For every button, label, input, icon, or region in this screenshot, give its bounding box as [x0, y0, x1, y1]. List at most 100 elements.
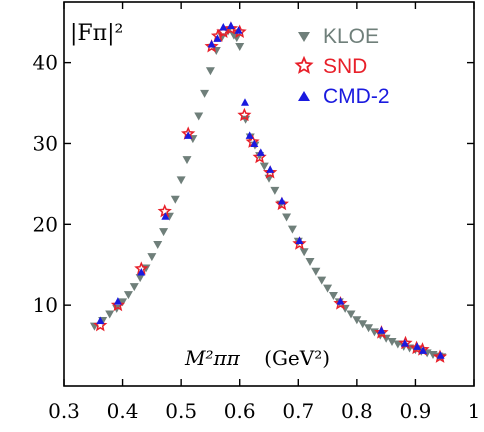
x-tick-label: 0.8	[341, 399, 373, 423]
data-point	[105, 310, 115, 319]
x-tick-label: 0.3	[48, 399, 80, 423]
data-point	[419, 346, 428, 354]
x-tick-label: 1	[468, 399, 481, 423]
legend: KLOE SND CMD-2	[294, 25, 390, 108]
series-kloe	[89, 27, 447, 362]
data-point	[204, 39, 219, 53]
data-point	[182, 156, 192, 165]
data-point	[232, 24, 247, 39]
data-point	[93, 317, 108, 332]
y-tick-label: 20	[33, 212, 58, 236]
data-point	[240, 98, 249, 106]
data-point	[323, 284, 333, 293]
data-point	[200, 89, 210, 98]
data-point	[237, 107, 252, 122]
x-axis-label-unit: (GeV²)	[264, 346, 330, 370]
data-point	[232, 34, 242, 43]
data-point	[413, 342, 422, 350]
data-point	[161, 212, 170, 220]
data-point	[270, 186, 280, 195]
data-point	[432, 349, 448, 363]
data-point	[262, 165, 278, 179]
data-point	[153, 241, 163, 250]
data-point	[295, 236, 304, 244]
data-point	[317, 276, 327, 285]
data-point	[259, 162, 269, 171]
legend-marker-cmd2	[298, 91, 310, 101]
data-point	[346, 310, 356, 319]
legend-marker-kloe	[298, 32, 310, 42]
data-point	[305, 258, 315, 267]
y-tick-label: 30	[33, 131, 58, 155]
data-point	[113, 297, 122, 305]
plot-area	[89, 21, 448, 363]
x-tick-label: 0.9	[400, 399, 432, 423]
plot-frame	[63, 1, 475, 387]
data-point	[147, 253, 157, 262]
x-axis-label-main: M²ππ	[184, 346, 241, 370]
data-point	[194, 112, 204, 121]
data-point	[374, 325, 389, 339]
data-point	[96, 316, 105, 325]
data-point	[299, 248, 309, 257]
data-point	[110, 297, 126, 312]
data-point	[137, 268, 146, 276]
data-point	[328, 291, 338, 300]
legend-item-snd: SND	[294, 55, 367, 78]
x-tick-label: 0.6	[224, 399, 256, 423]
data-point	[219, 23, 228, 31]
legend-label-kloe: KLOE	[323, 25, 379, 48]
series-snd	[93, 21, 448, 363]
data-point	[393, 340, 403, 349]
data-point	[436, 351, 445, 359]
x-tick-label: 0.4	[107, 399, 139, 423]
y-axis-label-text: |Fπ|²	[70, 21, 123, 46]
legend-marker-snd	[294, 55, 314, 74]
data-point	[387, 338, 397, 347]
data-point	[274, 196, 289, 211]
data-point	[223, 21, 239, 35]
series-cmd2	[96, 21, 445, 359]
x-tick-label: 0.7	[282, 399, 314, 423]
data-point	[358, 320, 368, 329]
data-point	[333, 296, 348, 310]
data-point	[311, 267, 321, 276]
legend-item-kloe: KLOE	[298, 25, 379, 48]
data-point	[336, 297, 345, 305]
data-point	[118, 298, 128, 307]
data-point	[364, 324, 374, 333]
data-point	[216, 24, 231, 39]
data-point	[287, 225, 297, 234]
data-point	[123, 291, 133, 300]
y-tick-label: 40	[33, 51, 58, 75]
data-point	[129, 283, 139, 292]
data-point	[250, 139, 259, 147]
legend-label-snd: SND	[323, 55, 367, 78]
data-point	[256, 148, 265, 156]
data-point	[352, 316, 362, 325]
legend-label-cmd2: CMD-2	[323, 85, 390, 108]
data-point	[292, 236, 307, 250]
data-point	[184, 131, 193, 139]
y-axis-label: |Fπ|²	[70, 21, 123, 46]
data-point	[245, 131, 254, 139]
data-point	[159, 228, 169, 237]
x-tick-label: 0.5	[165, 399, 197, 423]
x-axis-label: M²ππ (GeV²)	[184, 346, 330, 370]
data-point	[282, 213, 292, 222]
data-point	[135, 274, 145, 283]
axis-ticks: 0.3 0.4 0.5 0.6 0.7 0.8 0.9 1 10 20 30 40	[33, 2, 481, 423]
data-point	[377, 326, 386, 334]
data-point	[211, 47, 221, 56]
data-point	[226, 21, 235, 29]
data-point	[176, 176, 186, 185]
data-point	[213, 34, 222, 42]
y-tick-label: 10	[33, 293, 58, 317]
data-point	[170, 195, 180, 204]
data-point	[235, 42, 245, 51]
data-point	[277, 196, 286, 205]
data-point	[409, 340, 424, 355]
data-point	[207, 40, 216, 48]
data-point	[400, 339, 409, 347]
